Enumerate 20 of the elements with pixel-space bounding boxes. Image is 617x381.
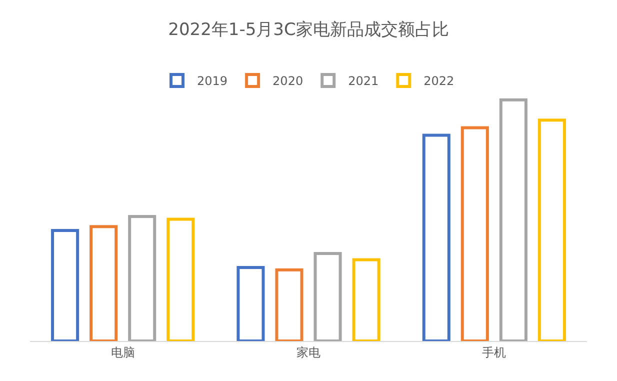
x-tick-label: 电脑 bbox=[110, 345, 135, 360]
legend-label: 2021 bbox=[348, 74, 379, 88]
legend-label: 2020 bbox=[272, 74, 304, 88]
bar bbox=[499, 98, 528, 341]
bar bbox=[314, 252, 342, 341]
bar bbox=[275, 268, 304, 341]
bar bbox=[51, 229, 80, 341]
x-tick-label: 家电 bbox=[296, 345, 320, 360]
bar bbox=[352, 258, 380, 341]
bar bbox=[236, 266, 265, 341]
bar bbox=[128, 215, 156, 341]
chart-title: 2022年1-5月3C家电新品成交额占比 bbox=[168, 20, 449, 40]
bar bbox=[166, 218, 195, 341]
bar bbox=[90, 225, 118, 341]
x-tick-label: 手机 bbox=[482, 345, 506, 360]
bar bbox=[422, 134, 450, 341]
legend-label: 2022 bbox=[424, 74, 454, 88]
bar bbox=[460, 126, 489, 341]
legend-label: 2019 bbox=[197, 74, 228, 88]
bar bbox=[538, 118, 566, 341]
